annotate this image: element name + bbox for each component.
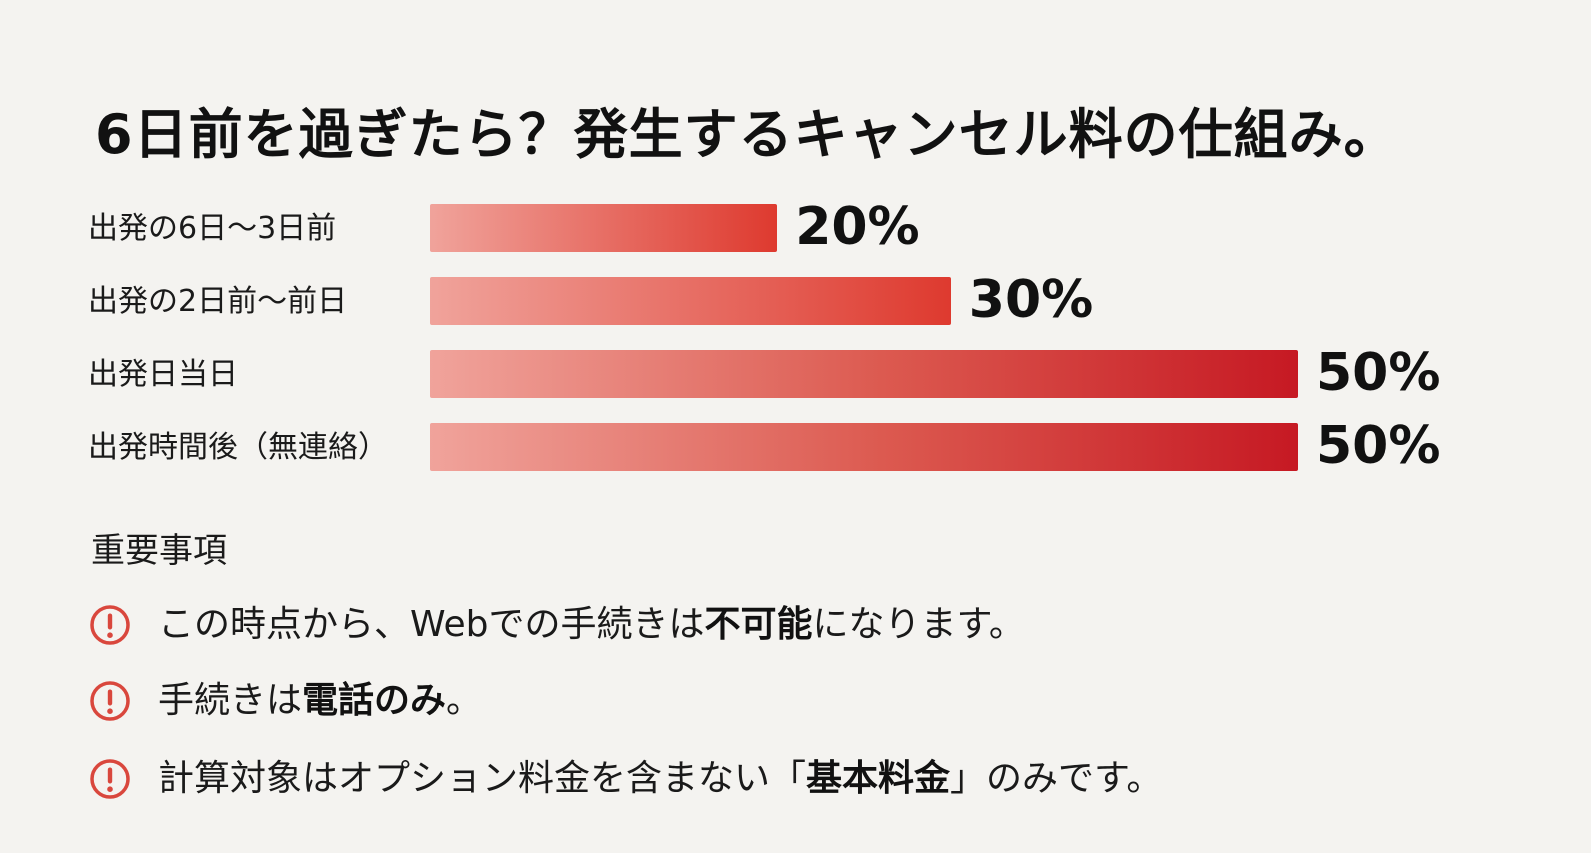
cancellation-fee-chart: 出発の6日〜3日前 20% 出発の2日前〜前日 30% 出発日当日 50% 出発… bbox=[88, 196, 1508, 496]
warning-icon bbox=[90, 759, 130, 799]
note-text-after: 。 bbox=[446, 680, 483, 722]
warning-icon bbox=[90, 605, 130, 645]
note-item-1: この時点から、Webでの手続きは不可能になります。 bbox=[88, 600, 1508, 650]
chart-category-label-3: 出発日当日 bbox=[88, 357, 238, 392]
page-title: 6日前を過ぎたら？発生するキャンセル料の仕組み。 bbox=[95, 103, 1399, 167]
note-text-before: 計算対象はオプション料金を含まない「 bbox=[158, 758, 807, 800]
note-text-before: この時点から、Webでの手続きは bbox=[158, 604, 705, 646]
chart-category-label-2: 出発の2日前〜前日 bbox=[88, 284, 348, 319]
note-emphasis: 電話のみ bbox=[302, 680, 447, 722]
chart-value-label-3: 50% bbox=[1316, 343, 1441, 403]
chart-bar-3 bbox=[430, 350, 1298, 398]
note-text-after: 」のみです。 bbox=[950, 758, 1163, 800]
notes-heading: 重要事項 bbox=[91, 531, 227, 571]
warning-icon bbox=[90, 681, 130, 721]
chart-bar-1 bbox=[430, 204, 778, 252]
note-item-3: 計算対象はオプション料金を含まない「基本料金」のみです。 bbox=[88, 754, 1508, 804]
chart-bar-2 bbox=[430, 277, 951, 325]
chart-value-label-2: 30% bbox=[968, 270, 1094, 330]
chart-value-label-1: 20% bbox=[795, 197, 920, 257]
note-text-before: 手続きは bbox=[158, 680, 303, 722]
note-emphasis: 基本料金 bbox=[806, 758, 951, 800]
chart-bar-4 bbox=[430, 423, 1298, 471]
chart-category-label-4: 出発時間後（無連絡） bbox=[88, 430, 388, 465]
note-text: この時点から、Webでの手続きは不可能になります。 bbox=[158, 603, 1025, 646]
note-text-after: になります。 bbox=[812, 604, 1025, 646]
chart-value-label-4: 50% bbox=[1316, 416, 1441, 476]
note-item-2: 手続きは電話のみ。 bbox=[88, 676, 1508, 726]
note-text: 計算対象はオプション料金を含まない「基本料金」のみです。 bbox=[158, 757, 1162, 800]
chart-category-label-1: 出発の6日〜3日前 bbox=[88, 211, 337, 246]
note-emphasis: 不可能 bbox=[704, 604, 813, 646]
note-text: 手続きは電話のみ。 bbox=[158, 679, 482, 722]
